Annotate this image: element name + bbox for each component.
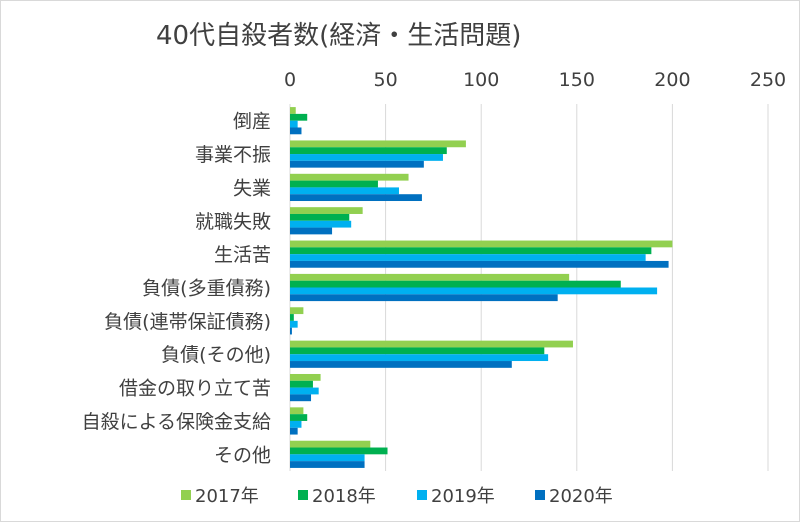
- x-tick-label: 50: [374, 69, 398, 91]
- bar-2017年-借金の取り立て苦: [290, 373, 321, 381]
- bar-2017年-負債(多重債務): [290, 273, 570, 281]
- legend-label: 2017年: [195, 486, 259, 507]
- category-label: 就職失敗: [195, 211, 271, 233]
- bar-2019年-自殺による保険金支給: [290, 420, 302, 428]
- bar-2020年-就職失敗: [290, 227, 333, 235]
- bar-2018年-負債(その他): [290, 347, 545, 355]
- legend-label: 2020年: [549, 486, 613, 507]
- category-label: 生活苦: [214, 244, 271, 266]
- x-tick-label: 0: [284, 69, 296, 91]
- chart-title: 40代自殺者数(経済・生活問題): [156, 21, 521, 51]
- legend-swatch: [535, 490, 545, 500]
- bar-2017年-その他: [290, 440, 371, 448]
- bar-2019年-事業不振: [290, 154, 443, 161]
- x-tick-label: 200: [654, 69, 690, 91]
- bar-2017年-負債(その他): [290, 340, 573, 348]
- bar-2018年-自殺による保険金支給: [290, 414, 308, 421]
- bar-2018年-負債(多重債務): [290, 280, 621, 288]
- bar-2020年-生活苦: [290, 260, 669, 268]
- category-label: 借金の取り立て苦: [119, 378, 271, 400]
- bar-2020年-事業不振: [290, 160, 424, 168]
- category-label: 負債(その他): [161, 344, 271, 366]
- bar-2019年-負債(連帯保証債務): [290, 320, 298, 328]
- bar-2020年-その他: [290, 461, 365, 468]
- bar-2018年-負債(連帯保証債務): [290, 314, 294, 321]
- bar-series: [290, 107, 673, 468]
- legend-swatch: [417, 490, 427, 500]
- bar-2020年-負債(連帯保証債務): [290, 327, 292, 335]
- bar-2017年-負債(連帯保証債務): [290, 307, 304, 315]
- bar-2020年-借金の取り立て苦: [290, 394, 312, 402]
- category-label: 失業: [233, 177, 271, 199]
- legend-label: 2019年: [431, 486, 495, 507]
- bar-2018年-失業: [290, 180, 378, 188]
- bar-2017年-失業: [290, 173, 409, 181]
- bar-2020年-負債(その他): [290, 361, 512, 368]
- bar-2018年-生活苦: [290, 247, 652, 255]
- bar-2019年-就職失敗: [290, 220, 352, 228]
- legend-swatch: [298, 490, 308, 500]
- x-tick-label: 150: [559, 69, 595, 91]
- bar-2018年-就職失敗: [290, 213, 350, 221]
- bar-2017年-事業不振: [290, 140, 466, 148]
- bar-2020年-倒産: [290, 127, 302, 135]
- bar-2017年-就職失敗: [290, 207, 363, 214]
- bar-2018年-事業不振: [290, 147, 447, 155]
- category-label: 負債(多重債務): [142, 278, 271, 300]
- bar-2017年-倒産: [290, 107, 296, 114]
- bar-2018年-その他: [290, 447, 388, 455]
- legend-label: 2018年: [312, 486, 376, 507]
- bar-2018年-借金の取り立て苦: [290, 380, 313, 388]
- bar-2019年-失業: [290, 187, 399, 195]
- bar-2017年-生活苦: [290, 240, 673, 248]
- category-label: 負債(連帯保証債務): [104, 311, 271, 333]
- x-axis-tick-labels: 0 50 100 150 200 250: [284, 69, 786, 91]
- bar-2017年-自殺による保険金支給: [290, 407, 304, 415]
- legend-swatch: [181, 490, 191, 500]
- bar-2020年-負債(多重債務): [290, 294, 558, 302]
- bar-2018年-倒産: [290, 113, 308, 121]
- bar-2020年-自殺による保険金支給: [290, 427, 298, 435]
- x-tick-label: 250: [750, 69, 786, 91]
- bar-2019年-借金の取り立て苦: [290, 387, 319, 395]
- x-tick-label: 100: [463, 69, 499, 91]
- bar-2020年-失業: [290, 194, 422, 202]
- category-label: その他: [214, 444, 271, 466]
- category-label: 自殺による保険金支給: [82, 411, 271, 433]
- category-label: 倒産: [233, 111, 271, 133]
- legend: 2017年 2018年 2019年 2020年: [181, 486, 613, 507]
- bar-2019年-その他: [290, 454, 365, 462]
- bar-2019年-負債(その他): [290, 354, 549, 362]
- bar-2019年-負債(多重債務): [290, 287, 658, 295]
- bar-2019年-倒産: [290, 120, 298, 128]
- category-label: 事業不振: [195, 144, 271, 166]
- bar-2019年-生活苦: [290, 254, 646, 261]
